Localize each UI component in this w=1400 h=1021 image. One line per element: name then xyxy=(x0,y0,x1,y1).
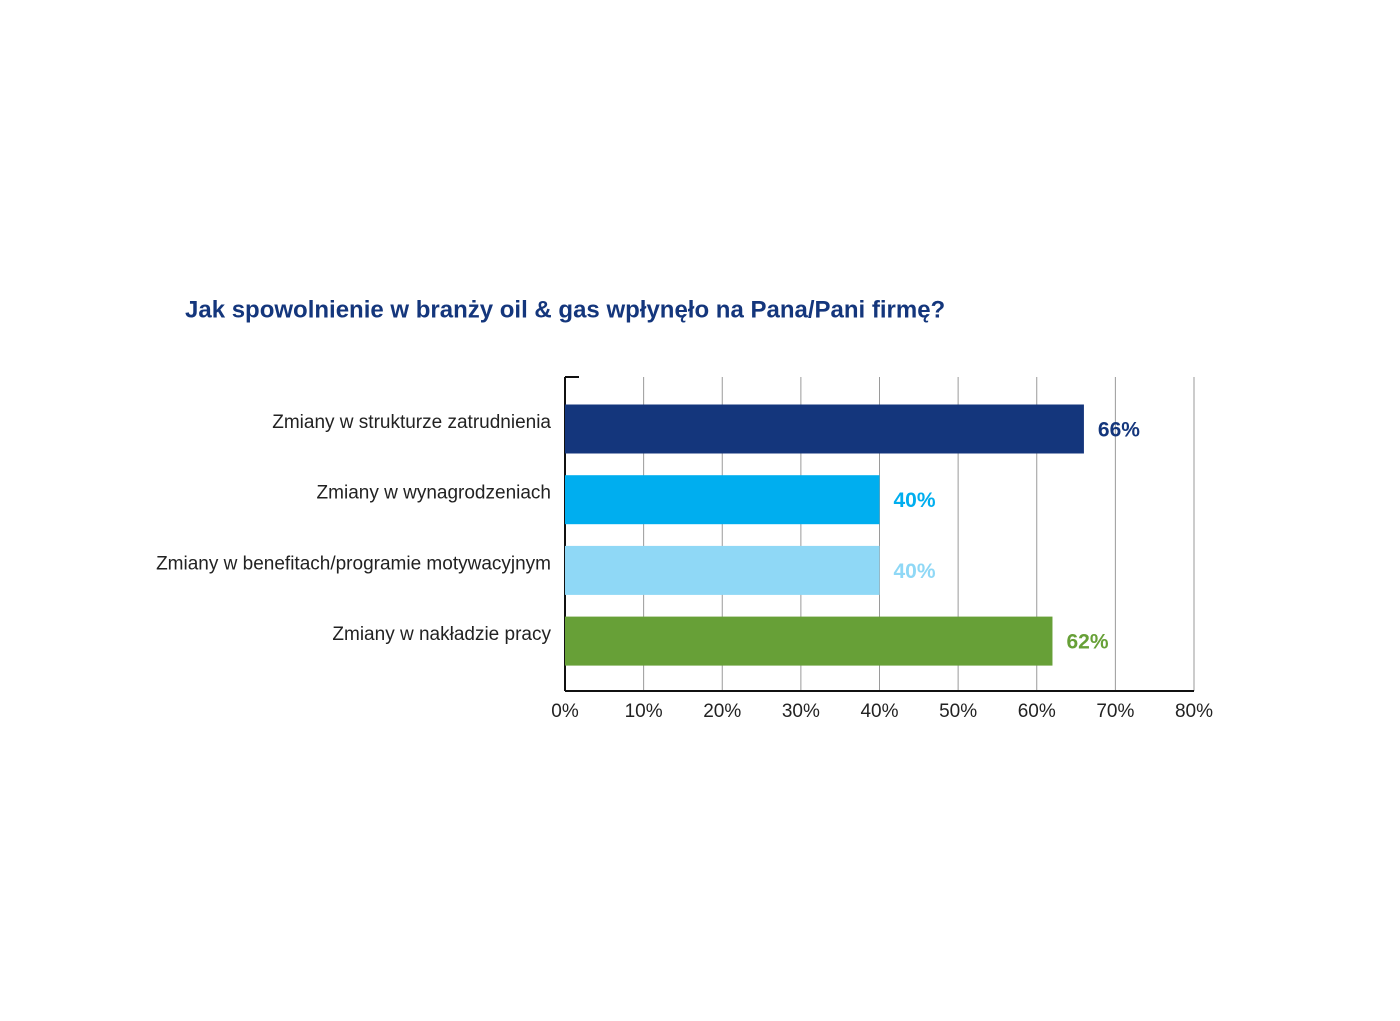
x-tick-label: 70% xyxy=(1096,701,1134,722)
x-tick-label: 40% xyxy=(860,701,898,722)
category-label: Zmiany w nakładzie pracy xyxy=(332,624,551,645)
x-tick-label: 0% xyxy=(551,701,579,722)
x-tick-label: 80% xyxy=(1175,701,1213,722)
x-tick-label: 10% xyxy=(625,701,663,722)
category-label: Zmiany w strukturze zatrudnienia xyxy=(272,412,551,433)
category-label: Zmiany w wynagrodzeniach xyxy=(317,483,551,504)
x-tick-label: 20% xyxy=(703,701,741,722)
bar xyxy=(565,545,880,595)
category-label: Zmiany w benefitach/programie motywacyjn… xyxy=(156,553,551,574)
value-label: 40% xyxy=(894,489,936,512)
value-label: 66% xyxy=(1098,419,1140,442)
x-tick-label: 30% xyxy=(782,701,820,722)
x-tick-label: 50% xyxy=(939,701,977,722)
bar xyxy=(565,475,880,525)
bar xyxy=(565,404,1084,454)
chart-title: Jak spowolnienie w branży oil & gas wpły… xyxy=(185,296,945,323)
value-label: 62% xyxy=(1066,631,1108,654)
x-tick-label: 60% xyxy=(1018,701,1056,722)
bar xyxy=(565,616,1053,666)
value-label: 40% xyxy=(894,560,936,583)
